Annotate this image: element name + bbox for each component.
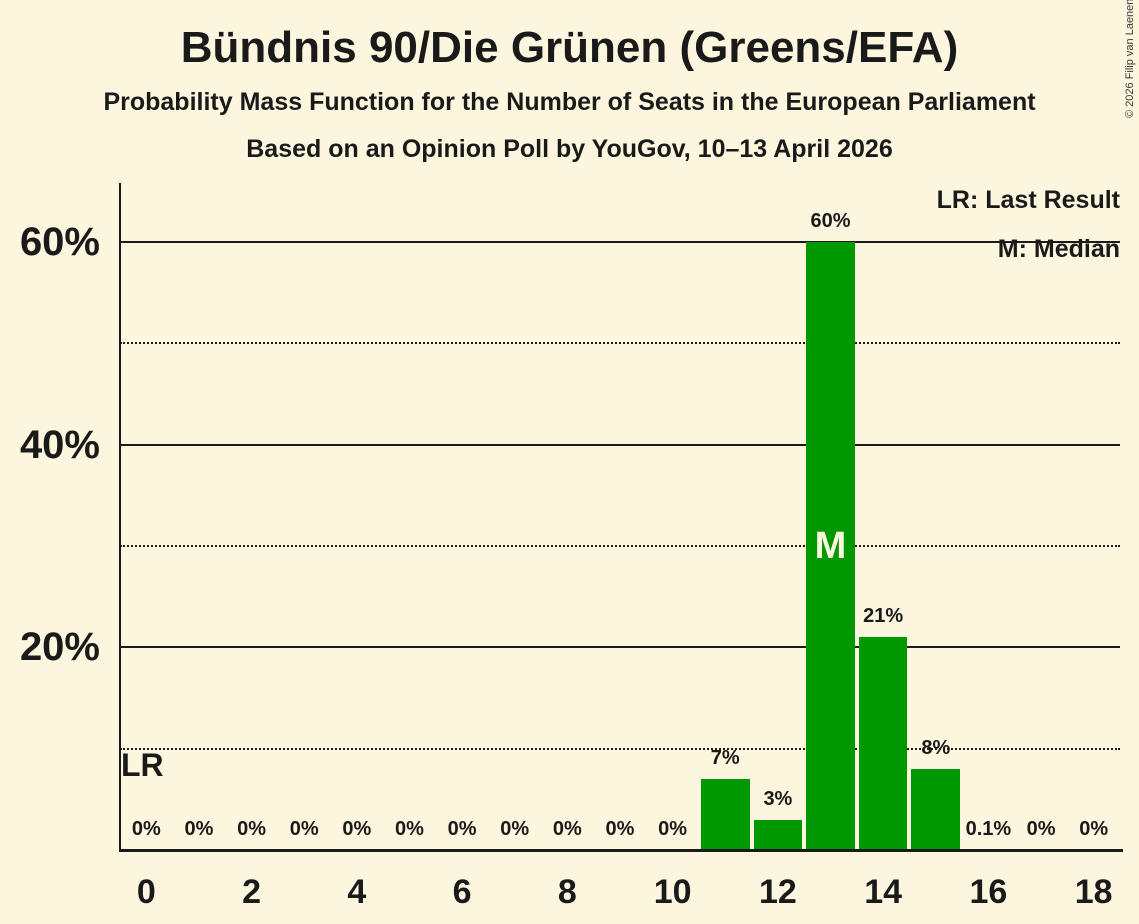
legend-median-label: M: Median: [997, 235, 1120, 263]
gridline-solid-40: [120, 443, 1120, 446]
median-marker: M: [814, 525, 847, 567]
bar-seat-15: [911, 769, 961, 850]
value-label-seat-7: 0%: [500, 818, 530, 840]
bar-seat-13: [806, 242, 855, 850]
y-tick-label-20: 20%: [19, 625, 100, 670]
x-tick-label-2: 2: [242, 873, 262, 911]
y-axis-line: [119, 183, 121, 852]
y-tick-label-40: 40%: [19, 422, 100, 467]
gridline-solid-20: [120, 646, 1120, 649]
value-label-seat-16: 0.1%: [965, 818, 1012, 840]
value-label-seat-18: 0%: [1079, 818, 1109, 840]
value-label-seat-13: 60%: [810, 210, 851, 232]
value-label-seat-9: 0%: [605, 818, 635, 840]
last-result-marker: LR: [121, 747, 164, 783]
gridline-solid-60: [120, 241, 1120, 243]
x-tick-label-16: 16: [969, 873, 1008, 911]
bar-seat-11: [700, 779, 750, 850]
value-label-seat-8: 0%: [552, 818, 582, 840]
x-tick-label-14: 14: [864, 873, 903, 911]
x-tick-label-4: 4: [347, 873, 367, 911]
chart-title: Bündnis 90/Die Grünen (Greens/EFA): [180, 23, 959, 72]
value-label-seat-11: 7%: [710, 747, 740, 769]
value-label-seat-3: 0%: [289, 818, 319, 840]
legend-last-result-label: LR: Last Result: [936, 186, 1120, 214]
value-label-seat-4: 0%: [342, 818, 372, 840]
x-tick-label-6: 6: [452, 873, 472, 911]
x-tick-label-8: 8: [557, 873, 577, 911]
bar-seat-12: [753, 820, 803, 850]
x-tick-label-0: 0: [136, 873, 156, 911]
value-label-seat-17: 0%: [1026, 818, 1056, 840]
value-label-seat-5: 0%: [395, 818, 424, 840]
x-tick-label-18: 18: [1074, 873, 1113, 911]
value-label-seat-12: 3%: [763, 788, 793, 810]
value-label-seat-0: 0%: [131, 818, 161, 840]
value-label-seat-15: 8%: [921, 737, 951, 759]
chart-subtitle: Probability Mass Function for the Number…: [103, 88, 1036, 116]
value-label-seat-6: 0%: [447, 818, 477, 840]
y-tick-label-60: 60%: [19, 220, 100, 264]
x-axis-line: [119, 849, 1123, 852]
x-tick-label-12: 12: [758, 873, 797, 911]
gridline-dotted-50: [120, 342, 1120, 345]
value-label-seat-14: 21%: [863, 605, 904, 627]
value-label-seat-2: 0%: [237, 818, 267, 840]
gridline-dotted-30: [120, 545, 1120, 547]
bar-seat-14: [858, 637, 908, 850]
x-tick-label-10: 10: [653, 873, 692, 911]
value-label-seat-10: 0%: [658, 818, 688, 840]
copyright-notice: © 2026 Filip van Laenen: [1124, 0, 1136, 118]
chart-source-line: Based on an Opinion Poll by YouGov, 10–1…: [246, 135, 893, 163]
gridline-dotted-10: [120, 747, 1120, 750]
value-label-seat-1: 0%: [184, 818, 214, 840]
